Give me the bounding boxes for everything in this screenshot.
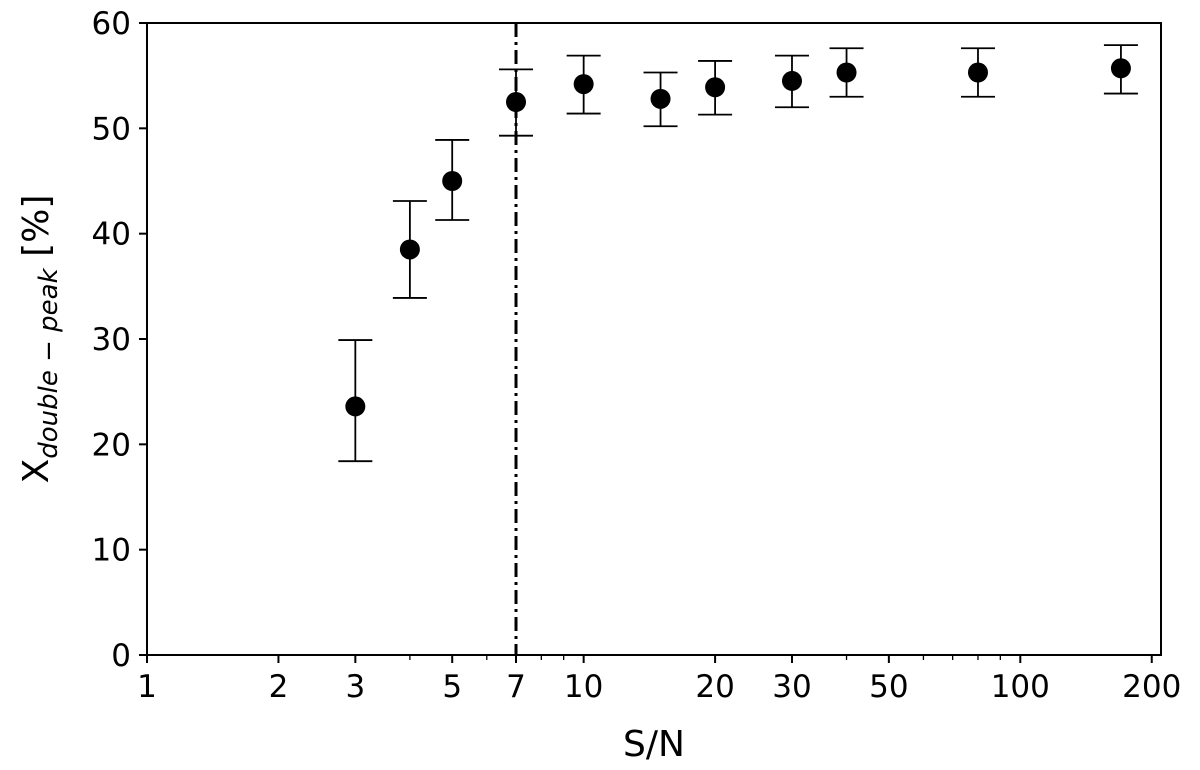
x-tick-label: 7 [506, 669, 526, 705]
data-point-group [1103, 44, 1138, 95]
x-axis-label: S/N [623, 724, 685, 765]
data-point [442, 171, 463, 191]
data-point-group [960, 47, 995, 98]
data-point-group [338, 339, 373, 463]
data-point-group [643, 71, 678, 128]
y-tick-label: 30 [92, 322, 131, 358]
data-point [705, 77, 726, 98]
y-tick-label: 40 [92, 217, 131, 253]
data-point-group [435, 139, 470, 221]
data-point [573, 74, 594, 95]
data-point-group [499, 68, 534, 137]
y-axis-label-subscript: double − peak [34, 267, 64, 458]
data-point [345, 396, 366, 417]
y-axis-label: Xdouble − peak [%] [16, 195, 64, 484]
y-tick-label: 20 [92, 427, 131, 463]
data-point [1110, 58, 1131, 79]
data-point-group [392, 200, 427, 299]
y-tick-label: 50 [92, 111, 131, 147]
x-tick-label: 1 [137, 669, 157, 705]
plot-frame [146, 22, 1162, 656]
x-tick-label: 50 [869, 669, 908, 705]
y-tick-label: 60 [92, 6, 131, 42]
x-tick-label: 100 [991, 669, 1050, 705]
x-tick-label: 2 [269, 669, 289, 705]
y-tick-label: 10 [92, 533, 131, 569]
y-tick-label: 0 [111, 638, 131, 674]
data-point [506, 92, 527, 112]
y-axis-label-main: X [16, 459, 57, 484]
x-tick-label: 200 [1122, 669, 1181, 705]
data-point [650, 88, 671, 109]
x-tick-label: 3 [345, 669, 365, 705]
data-point-group [774, 54, 809, 109]
data-point-group [698, 60, 733, 116]
x-tick-label: 30 [772, 669, 811, 705]
data-point [781, 70, 802, 91]
data-point-group [566, 54, 601, 115]
data-point-group [829, 47, 864, 98]
ticks-layer: 0 10 20 30 40 50 60 1 2 3 5 7 10 20 30 50 100 200 [92, 6, 1182, 705]
y-axis-label-unit: [%] [16, 195, 57, 269]
data-point [399, 239, 420, 260]
x-tick-label: 10 [564, 669, 603, 705]
points-layer [338, 44, 1138, 463]
data-point [836, 62, 857, 83]
x-tick-label: 20 [695, 669, 734, 705]
data-point [967, 62, 988, 83]
x-tick-label: 5 [442, 669, 462, 705]
